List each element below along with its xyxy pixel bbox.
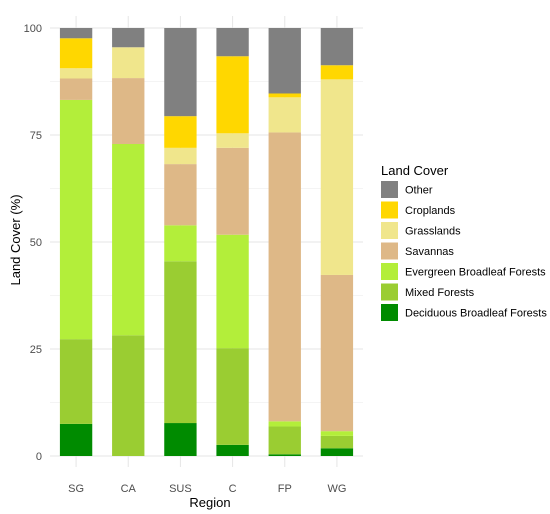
y-tick-label: 25 [30,344,42,356]
bar-segment-wg-deciduous-broadleaf-forests [320,448,354,456]
legend-label: Mixed Forests [405,287,475,299]
y-tick-label: 75 [30,130,42,142]
legend-title: Land Cover [381,163,449,178]
bar-segment-fp-other [268,28,301,94]
bar-segment-ca-mixed-forests [112,335,145,456]
legend-swatch [381,222,398,239]
legend-label: Other [405,185,433,197]
bar-segment-fp-mixed-forests [268,426,301,455]
bar-segment-wg-croplands [320,65,354,80]
x-tick-label: SG [68,483,84,495]
bar-segment-sg-grasslands [59,68,93,79]
bar-segment-sus-croplands [164,116,197,148]
legend-item-evergreen-broadleaf-forests: Evergreen Broadleaf Forests [381,263,546,280]
bar-segment-c-deciduous-broadleaf-forests [216,444,249,456]
bar-segment-ca-grasslands [112,47,145,79]
legend-item-grasslands: Grasslands [381,222,461,239]
bar-segment-c-croplands [216,56,249,134]
bar-segment-sg-savannas [59,78,93,100]
x-tick-label: WG [327,483,346,495]
legend-label: Evergreen Broadleaf Forests [405,267,546,279]
bar-segment-ca-other [112,28,145,48]
legend-swatch [381,263,398,280]
bar-segment-sus-savannas [164,164,197,226]
legend-swatch [381,181,398,198]
y-axis-title: Land Cover (%) [8,194,23,285]
bar-segment-c-other [216,28,249,57]
legend-swatch [381,283,398,301]
bar-segment-sus-mixed-forests [164,261,197,424]
bar-segment-fp-evergreen-broadleaf-forests [268,421,301,427]
grid-lines [50,16,363,467]
legend-item-croplands: Croplands [381,201,456,219]
bar-segment-c-savannas [216,147,249,235]
y-tick-label: 0 [36,451,42,463]
bar-segment-fp-croplands [268,93,301,98]
bars [59,28,354,456]
bar-segment-sus-deciduous-broadleaf-forests [164,423,197,456]
legend-item-deciduous-broadleaf-forests: Deciduous Broadleaf Forests [381,304,547,321]
bar-segment-ca-savannas [112,78,145,144]
bar-segment-c-grasslands [216,133,249,148]
legend-swatch [381,201,398,219]
bar-segment-sg-evergreen-broadleaf-forests [59,99,93,340]
bar-segment-wg-other [320,28,354,66]
legend: Land Cover Other Croplands Grasslands Savan… [381,163,547,321]
bar-segment-sg-mixed-forests [59,339,93,424]
x-tick-label: FP [278,483,292,495]
x-axis-title: Region [189,495,230,510]
legend-label: Deciduous Broadleaf Forests [405,308,547,320]
legend-label: Grasslands [405,226,461,238]
bar-segment-wg-mixed-forests [320,435,354,449]
bar-segment-wg-evergreen-broadleaf-forests [320,431,354,436]
bar-segment-fp-deciduous-broadleaf-forests [268,454,301,456]
bar-segment-sg-other [59,28,93,39]
x-tick-label: CA [121,483,137,495]
bar-segment-c-evergreen-broadleaf-forests [216,234,249,349]
legend-label: Savannas [405,246,454,258]
bar-segment-c-mixed-forests [216,348,249,445]
legend-item-mixed-forests: Mixed Forests [381,283,475,301]
bar-segment-sg-deciduous-broadleaf-forests [59,423,93,456]
x-tick-label: C [229,483,237,495]
bar-segment-ca-evergreen-broadleaf-forests [112,143,145,336]
y-axis-ticks: 0 25 50 75 100 [24,23,42,463]
legend-swatch [381,304,398,321]
bar-segment-wg-savannas [320,274,354,432]
bar-segment-sg-croplands [59,38,93,69]
bar-segment-wg-grasslands [320,79,354,275]
legend-swatch [381,242,398,260]
bar-segment-sus-evergreen-broadleaf-forests [164,225,197,262]
legend-label: Croplands [405,205,456,217]
y-tick-label: 100 [24,23,42,35]
legend-items: Other Croplands Grasslands Savannas Evergree… [381,181,547,321]
legend-item-other: Other [381,181,433,198]
x-tick-label: SUS [169,483,192,495]
x-axis-ticks: SG CA SUS C FP WG [68,483,346,495]
y-tick-label: 50 [30,237,42,249]
bar-segment-sus-grasslands [164,147,197,165]
bar-segment-fp-savannas [268,132,301,422]
bar-segment-sus-other [164,28,197,117]
legend-item-savannas: Savannas [381,242,454,260]
bar-segment-fp-grasslands [268,97,301,133]
